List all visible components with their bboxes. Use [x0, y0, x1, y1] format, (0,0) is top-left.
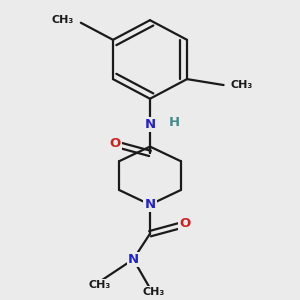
- Text: N: N: [144, 198, 156, 211]
- Text: CH₃: CH₃: [52, 15, 74, 25]
- Text: CH₃: CH₃: [142, 287, 165, 297]
- Text: H: H: [169, 116, 180, 129]
- Text: O: O: [179, 217, 190, 230]
- Text: CH₃: CH₃: [89, 280, 111, 290]
- Text: N: N: [128, 253, 139, 266]
- Text: O: O: [110, 137, 121, 150]
- Text: N: N: [144, 118, 156, 131]
- Text: CH₃: CH₃: [230, 80, 253, 90]
